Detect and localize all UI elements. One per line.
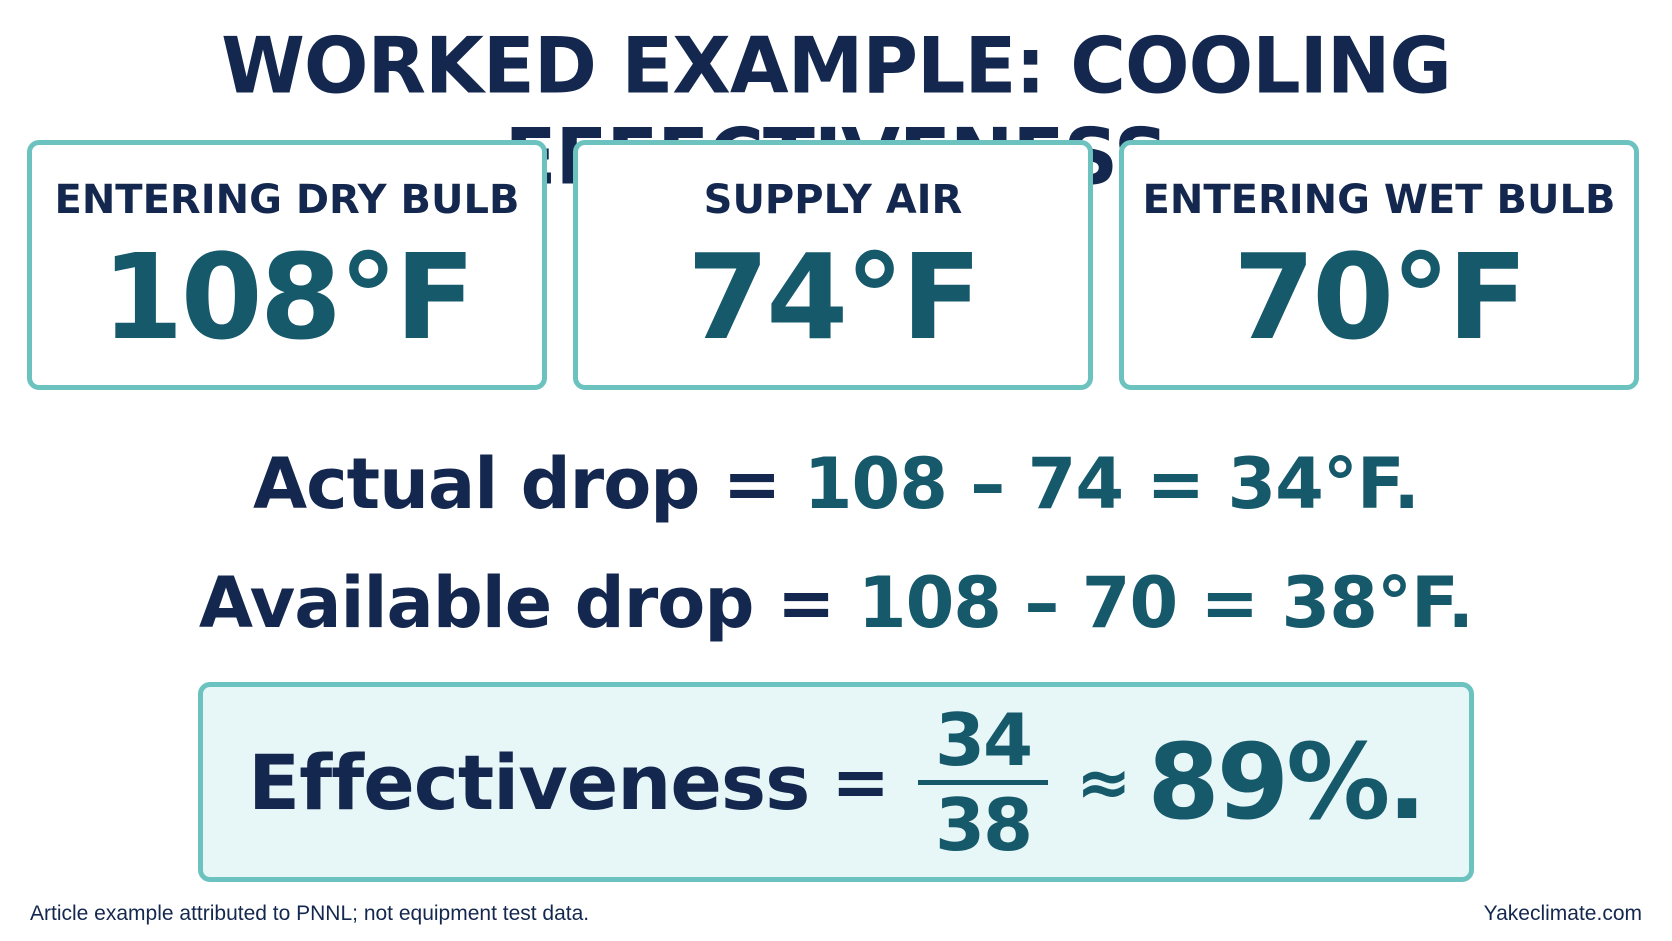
supply-air-card: SUPPLY AIR 74°F <box>573 140 1093 390</box>
card-label: SUPPLY AIR <box>703 177 963 223</box>
entering-wet-bulb-card: ENTERING WET BULB 70°F <box>1119 140 1639 390</box>
footer-note: Article example attributed to PNNL; not … <box>30 902 590 925</box>
effectiveness-label: Effectiveness <box>248 737 810 827</box>
card-label: ENTERING DRY BULB <box>54 177 520 223</box>
equation-label: Available drop = <box>198 562 836 644</box>
fraction: 34 38 <box>918 697 1049 867</box>
footer-brand: Yakeclimate.com <box>1483 902 1642 925</box>
equation-expression: 108 – 74 = 34°F. <box>803 443 1420 525</box>
effectiveness-value: 89%. <box>1147 721 1426 843</box>
entering-dry-bulb-card: ENTERING DRY BULB 108°F <box>27 140 547 390</box>
equals-sign: = <box>831 741 891 823</box>
card-label: ENTERING WET BULB <box>1142 177 1616 223</box>
equation-expression: 108 – 70 = 38°F. <box>857 562 1474 644</box>
actual-drop-equation: Actual drop = 108 – 74 = 34°F. <box>0 443 1672 525</box>
approx-sign: ≈ <box>1076 743 1132 821</box>
effectiveness-result-box: Effectiveness = 34 38 ≈ 89%. <box>198 682 1474 882</box>
equation-label: Actual drop = <box>253 443 781 525</box>
available-drop-equation: Available drop = 108 – 70 = 38°F. <box>0 562 1672 644</box>
card-value: 70°F <box>1233 228 1528 366</box>
fraction-bar <box>918 779 1049 785</box>
card-value: 74°F <box>687 228 982 366</box>
card-value: 108°F <box>101 228 476 366</box>
fraction-denominator: 38 <box>934 782 1033 867</box>
fraction-numerator: 34 <box>934 697 1033 782</box>
